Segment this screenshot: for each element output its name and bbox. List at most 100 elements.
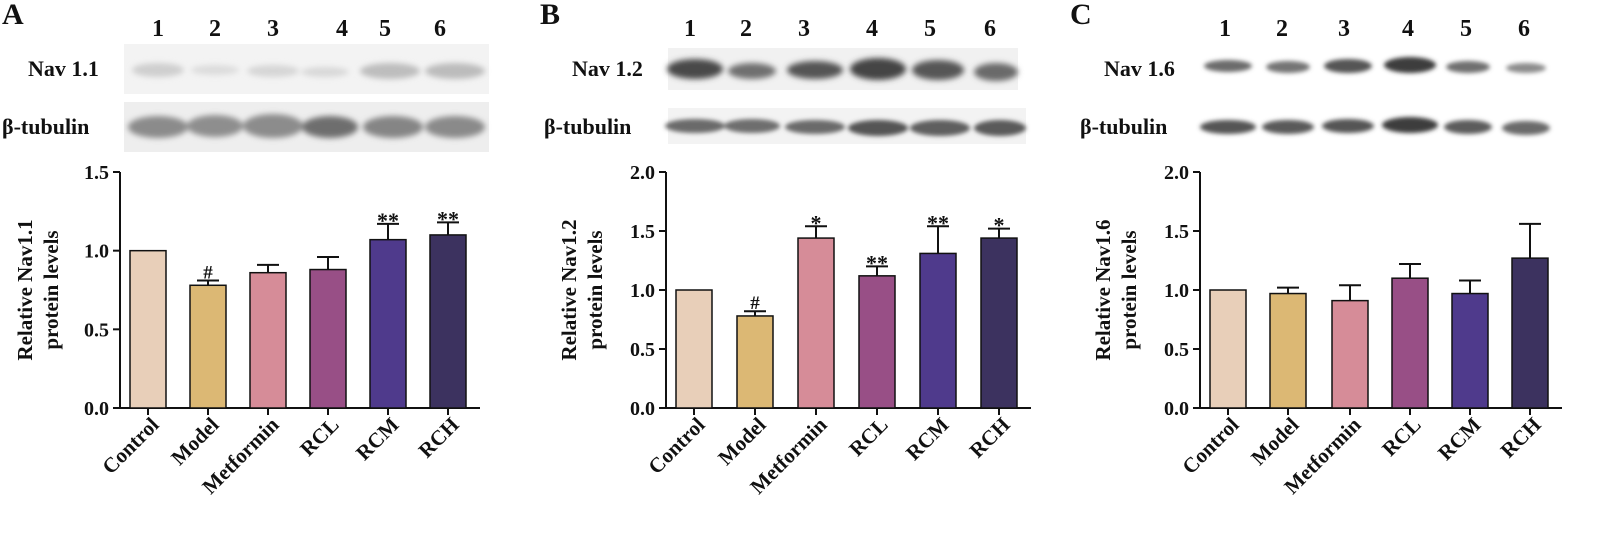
x-tick-label: RCH bbox=[1496, 413, 1546, 463]
blot-band bbox=[247, 65, 299, 77]
x-tick-label: Control bbox=[1177, 412, 1243, 478]
y-tick-label: 0.5 bbox=[630, 339, 655, 361]
bar bbox=[736, 315, 774, 409]
bar bbox=[980, 237, 1018, 409]
panel-a-letter: A bbox=[2, 0, 24, 31]
x-tick-label: RCL bbox=[1377, 413, 1425, 461]
significance-mark: ** bbox=[437, 206, 459, 231]
blot-band bbox=[667, 59, 723, 79]
bar bbox=[369, 238, 407, 409]
panel-a-bands-bottom bbox=[128, 114, 485, 138]
blot-band bbox=[728, 63, 776, 79]
blot-band bbox=[1444, 120, 1492, 134]
panel-a-bands-top bbox=[132, 63, 485, 79]
bar bbox=[675, 289, 713, 409]
bar bbox=[1391, 277, 1429, 409]
bar bbox=[429, 234, 467, 409]
blot-band bbox=[785, 120, 845, 134]
panel-a-protein-label: Nav 1.1 bbox=[28, 56, 99, 81]
blot-band bbox=[1384, 57, 1436, 73]
blot-band bbox=[187, 115, 243, 137]
significance-mark: * bbox=[811, 210, 822, 235]
blot-band bbox=[132, 63, 184, 77]
panel-c-blot: C 1 2 3 4 5 6 Nav 1.6 β-tubulin bbox=[1070, 0, 1550, 139]
y-tick-label: 0.0 bbox=[630, 398, 655, 420]
y-tick-label: 0.0 bbox=[1164, 398, 1189, 420]
y-axis-label: Relative Nav1.1 bbox=[13, 219, 37, 360]
x-tick-label: Control bbox=[643, 412, 709, 478]
lane-number: 2 bbox=[1276, 16, 1288, 42]
blot-band bbox=[1266, 61, 1310, 73]
blot-band bbox=[191, 65, 239, 75]
significance-mark: ** bbox=[866, 250, 888, 275]
blot-band bbox=[425, 63, 485, 79]
y-tick-label: 0.0 bbox=[84, 398, 109, 420]
panel-b-bar-chart: 0.0 0.5 1.0 1.5 2.0 Relative Nav1.2 protein le… bbox=[557, 162, 1031, 499]
y-axis-label: protein levels bbox=[1117, 230, 1141, 349]
bar bbox=[1209, 289, 1247, 409]
lane-number: 6 bbox=[984, 16, 996, 42]
panel-a-loading-label: β-tubulin bbox=[2, 114, 89, 139]
panel-c-loading-label: β-tubulin bbox=[1080, 114, 1167, 139]
panel-b-lane-numbers: 1 2 3 4 5 6 bbox=[684, 16, 996, 42]
y-tick-label: 2.0 bbox=[1164, 162, 1189, 184]
lane-number: 2 bbox=[209, 16, 221, 42]
y-tick-label: 2.0 bbox=[630, 162, 655, 184]
bar bbox=[129, 249, 167, 409]
x-tick-label: RCM bbox=[1433, 412, 1486, 465]
blot-band bbox=[360, 63, 420, 79]
panel-b-bands-bottom bbox=[665, 119, 1026, 136]
lane-number: 3 bbox=[798, 16, 810, 42]
panel-b-blot: B 1 2 3 4 5 6 Nav 1.2 β-tubulin bbox=[540, 0, 1026, 144]
blot-band bbox=[1382, 117, 1438, 133]
blot-band bbox=[665, 119, 725, 133]
x-tick-label: RCM bbox=[901, 412, 954, 465]
lane-number: 3 bbox=[267, 16, 279, 42]
lane-number: 2 bbox=[740, 16, 752, 42]
blot-band bbox=[1322, 119, 1374, 133]
lane-number: 6 bbox=[1518, 16, 1530, 42]
bar bbox=[1331, 299, 1369, 409]
y-tick-label: 1.0 bbox=[84, 241, 109, 263]
x-tick-label: RCH bbox=[414, 413, 464, 463]
blot-band bbox=[302, 116, 358, 138]
y-tick-label: 1.0 bbox=[630, 280, 655, 302]
lane-number: 1 bbox=[1219, 16, 1231, 42]
y-axis-label: protein levels bbox=[39, 230, 63, 349]
lane-number: 4 bbox=[1402, 16, 1414, 42]
blot-band bbox=[1446, 61, 1490, 73]
panel-c-lane-numbers: 1 2 3 4 5 6 bbox=[1219, 16, 1530, 42]
x-tick-label: Model bbox=[713, 412, 771, 470]
bar bbox=[919, 252, 957, 409]
x-tick-label: Model bbox=[166, 412, 224, 470]
y-tick-label: 1.5 bbox=[84, 162, 109, 184]
blot-band bbox=[301, 67, 349, 77]
panel-c-bar-chart: 0.0 0.5 1.0 1.5 2.0 Relative Nav1.6 protein le… bbox=[1091, 162, 1562, 499]
x-tick-label: RCH bbox=[965, 413, 1015, 463]
bar bbox=[1511, 257, 1549, 409]
x-tick-label: Model bbox=[1246, 412, 1304, 470]
blot-band bbox=[425, 116, 485, 138]
blot-band bbox=[1506, 63, 1546, 73]
panel-c-bands-top bbox=[1204, 57, 1546, 73]
y-axis-label: Relative Nav1.2 bbox=[557, 219, 581, 360]
blot-band bbox=[1262, 120, 1314, 134]
panel-c-bands-bottom bbox=[1200, 117, 1550, 135]
bar bbox=[309, 268, 347, 409]
significance-mark: * bbox=[994, 213, 1005, 238]
y-tick-label: 1.0 bbox=[1164, 280, 1189, 302]
panel-b-letter: B bbox=[540, 0, 560, 31]
lane-number: 5 bbox=[379, 16, 391, 42]
y-axis-label: protein levels bbox=[583, 230, 607, 349]
x-tick-label: RCL bbox=[844, 413, 892, 461]
lane-number: 3 bbox=[1338, 16, 1350, 42]
y-tick-label: 1.5 bbox=[630, 221, 655, 243]
lane-number: 1 bbox=[684, 16, 696, 42]
significance-mark: ** bbox=[377, 208, 399, 233]
panel-c-protein-label: Nav 1.6 bbox=[1104, 56, 1175, 81]
blot-band bbox=[363, 116, 423, 138]
blot-band bbox=[912, 60, 964, 80]
blot-band bbox=[974, 120, 1026, 136]
significance-mark: # bbox=[203, 263, 213, 284]
